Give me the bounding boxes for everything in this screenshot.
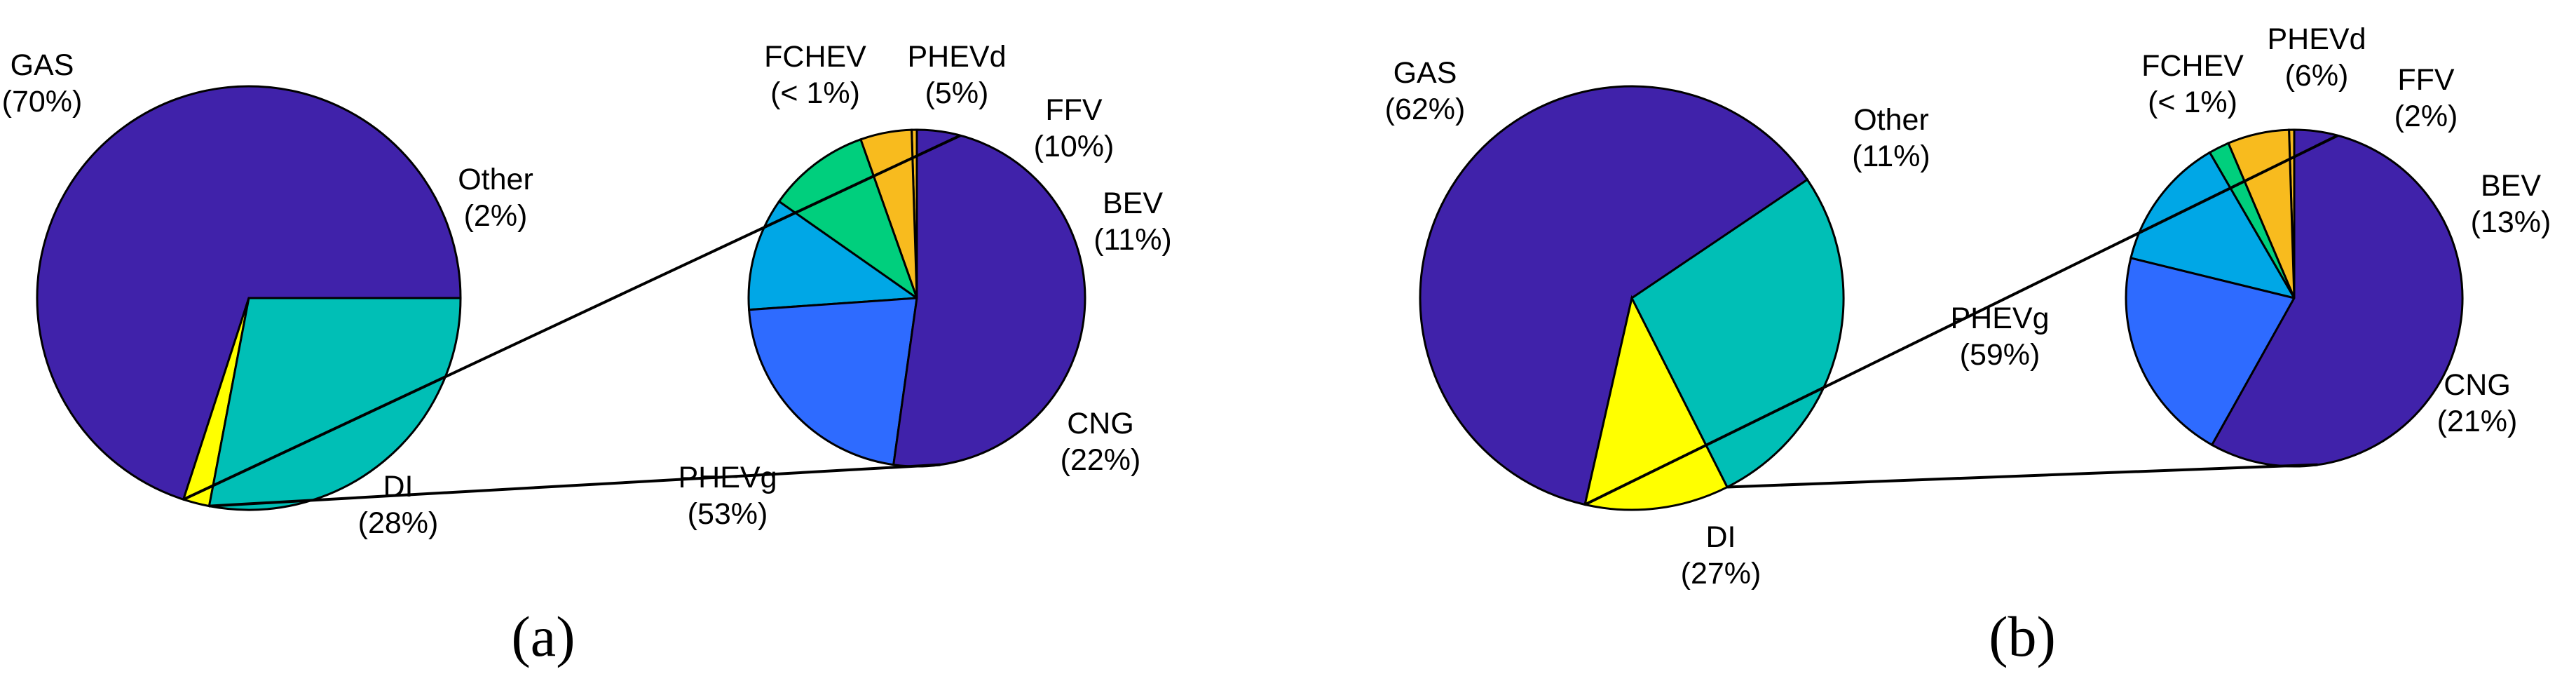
sub-pie-slice-bev [2129,151,2297,300]
sub-ffv-label: FFV [1045,93,1103,127]
chart-panel-a: GAS(70%) Other(2%) DI(28%) FCHEV(< 1%) PHEVd… [2,40,1172,668]
main-other-percent: (11%) [1852,140,1930,173]
main-pie-slice-other [1583,295,1729,511]
sub-phevg-percent: (53%) [688,497,768,531]
sub-fchev-percent: (< 1%) [2148,86,2237,119]
main-di-label: DI [383,470,414,504]
sub-fchev-label: FCHEV [764,40,866,74]
main-other-label: Other [458,163,533,196]
main-pie-slice-di [207,297,462,511]
main-other-percent: (2%) [464,199,528,233]
main-di-percent: (28%) [358,506,439,540]
sub-pie-slice-bev [747,200,920,311]
main-pie-slice-gas [1419,85,1809,506]
main-pie-slice-gas [36,85,462,501]
sub-ffv-percent: (2%) [2394,100,2458,133]
main-di-label: DI [1706,520,1736,554]
connector-line-top [182,134,961,501]
main-gas-percent: (62%) [1385,93,1466,126]
sub-phevd-label: PHEVd [2267,22,2366,56]
sub-bev-label: BEV [1103,187,1163,220]
sub-bev-percent: (13%) [2471,205,2551,239]
sub-cng-label: CNG [2444,368,2511,402]
sub-ffv-label: FFV [2397,63,2455,97]
panel-label: (a) [511,605,575,668]
sub-bev-label: BEV [2481,169,2541,203]
sub-cng-label: CNG [1067,407,1134,440]
connector-line-top [1584,134,2338,506]
sub-phevg-label: PHEVg [1950,302,2049,335]
sub-bev-percent: (11%) [1093,223,1172,257]
connector-line-bottom [209,463,941,508]
sub-fchev-label: FCHEV [2141,49,2244,83]
sub-phevd-label: PHEVd [907,40,1006,74]
chart-panel-b: GAS(62%) Other(11%) DI(27%) FCHEV(< 1%) PHEV… [1385,22,2551,668]
sub-pie-slice-cng [747,297,918,466]
sub-pie-slice-cng [2125,257,2296,447]
main-gas-percent: (70%) [2,85,83,119]
main-pie-slice-di [1630,178,1845,489]
sub-cng-percent: (22%) [1061,443,1141,477]
panel-letter: b [2008,605,2037,668]
main-gas-label: GAS [1393,56,1457,90]
sub-fchev-percent: (< 1%) [770,76,860,110]
sub-cng-percent: (21%) [2437,405,2518,438]
sub-phevg-percent: (59%) [1960,338,2040,372]
panel-letter: a [531,605,556,668]
sub-phevd-percent: (5%) [925,76,989,110]
sub-pie-slice-phevg [892,128,1086,468]
sub-phevg-label: PHEVg [678,461,777,494]
main-other-label: Other [1853,103,1929,137]
panel-label: (b) [1989,605,2056,668]
sub-phevd-percent: (6%) [2285,59,2349,93]
sub-pie-slice-ffv [777,137,919,301]
main-gas-label: GAS [11,48,74,82]
sub-ffv-percent: (10%) [1034,130,1115,163]
connector-line-bottom [1727,463,2318,489]
main-di-percent: (27%) [1681,557,1761,591]
